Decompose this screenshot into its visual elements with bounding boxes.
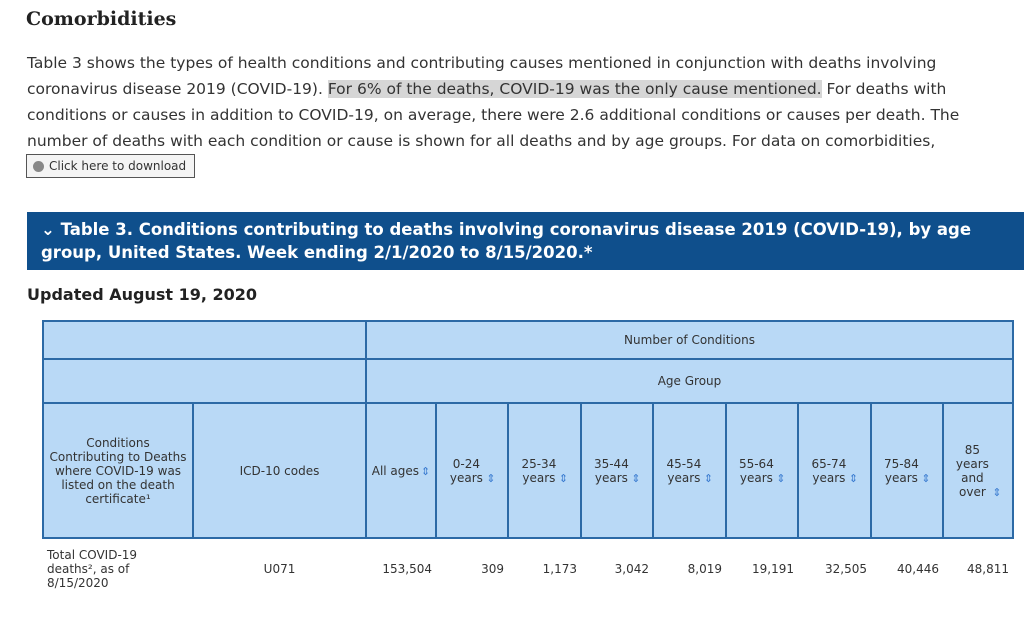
table-caption: Table 3. Conditions contributing to deat… <box>41 220 972 262</box>
sort-icon: ⇕ <box>421 464 431 478</box>
column-label: 55-64 years <box>738 456 774 485</box>
column-header[interactable]: All ages ⇕ <box>365 402 437 539</box>
column-label: Conditions Contributing to Deaths where … <box>49 435 187 506</box>
header-cell <box>42 320 367 360</box>
header-cell <box>42 358 367 404</box>
sort-icon: ⇕ <box>703 471 714 485</box>
sort-icon: ⇕ <box>558 471 569 485</box>
column-header: ICD-10 codes <box>192 402 367 539</box>
column-label: 85 years and over <box>955 442 989 499</box>
table-cell: 1,173 <box>542 561 577 576</box>
text: Table 3 shows the types of health condit… <box>27 54 937 98</box>
chevron: ⌄ <box>41 220 61 239</box>
sort-icon: ⇕ <box>776 471 786 485</box>
sort-icon: ⇕ <box>992 485 1002 499</box>
table-cell: 3,042 <box>614 561 649 576</box>
header-cell: Number of Conditions <box>364 320 1015 360</box>
column-header: Conditions Contributing to Deaths where … <box>42 402 194 539</box>
column-label: All ages <box>371 463 420 478</box>
column-header[interactable]: 0-24 years ⇕ <box>435 402 509 539</box>
column-label: 65-74 years <box>811 456 847 485</box>
table-cell: 40,446 <box>897 561 939 576</box>
column-header[interactable]: 25-34 years ⇕ <box>507 402 582 539</box>
column-label: 0-24 years <box>449 456 483 485</box>
table-cell: 19,191 <box>752 561 794 576</box>
section-heading: Comorbidities <box>26 8 177 30</box>
column-header[interactable]: 45-54 years ⇕ <box>652 402 727 539</box>
sort-icon: ⇕ <box>921 471 931 485</box>
data-table: Number of Conditions Age Group Condition… <box>42 320 1015 598</box>
column-label: 35-44 years <box>593 456 629 485</box>
column-label: 75-84 years <box>883 456 919 485</box>
sort-icon: ⇕ <box>631 471 641 485</box>
column-header[interactable]: 85 years and over ⇕ <box>941 402 1015 539</box>
column-label: ICD-10 codes <box>239 463 320 478</box>
column-label: 25-34 years <box>521 456 557 485</box>
icon <box>33 160 44 172</box>
highlighted-text: For 6% of the deaths, COVID-19 was the o… <box>327 80 822 98</box>
text: For deaths with conditions or causes in … <box>27 80 960 150</box>
header-cell: Age Group <box>364 358 1015 404</box>
updated-date: Updated August 19, 2020 <box>27 285 258 304</box>
intro-paragraph: Table 3 shows the types of health condit… <box>27 50 992 154</box>
button-label: Click here to download <box>49 159 187 173</box>
column-header[interactable]: 35-44 years ⇕ <box>580 402 654 539</box>
sort-icon: ⇕ <box>486 471 496 485</box>
table-cell: 309 <box>481 561 504 576</box>
table-cell: 32,505 <box>825 561 867 576</box>
table-caption-bar[interactable]: ⌄ Table 3. Conditions contributing to de… <box>27 212 1024 270</box>
column-header[interactable]: 65-74 years ⇕ <box>797 402 872 539</box>
table-body: Total COVID-19 deaths², as of 8/15/2020 U… <box>43 538 1013 598</box>
table-cell: 48,811 <box>967 561 1010 576</box>
sort-icon: ⇕ <box>848 471 859 485</box>
column-header[interactable]: 55-64 years ⇕ <box>725 402 799 539</box>
table-cell: Total COVID-19 deaths², as of 8/15/2020 <box>47 547 138 590</box>
table-head: Number of Conditions Age Group Condition… <box>42 320 1015 539</box>
table-cell: U071 <box>263 561 296 576</box>
download-button[interactable]: Click here to download <box>26 154 196 178</box>
table-cell: 8,019 <box>687 561 722 576</box>
column-label: 45-54 years <box>666 456 702 485</box>
table-row: Total COVID-19 deaths², as of 8/15/2020 U… <box>43 538 1013 598</box>
column-header[interactable]: 75-84 years ⇕ <box>870 402 944 539</box>
table-cell: 153,504 <box>382 561 432 576</box>
